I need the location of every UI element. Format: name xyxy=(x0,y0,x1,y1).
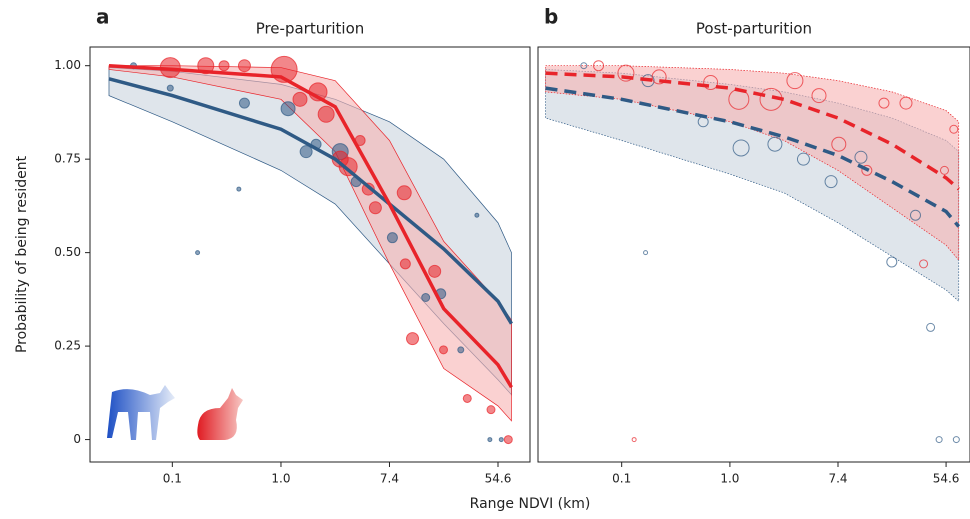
data-point xyxy=(218,60,230,72)
data-point xyxy=(593,60,605,72)
data-point xyxy=(280,101,296,117)
data-point xyxy=(878,97,890,109)
fit-line xyxy=(545,86,961,228)
data-point xyxy=(643,250,649,256)
data-point xyxy=(732,139,750,157)
data-point xyxy=(949,124,959,134)
data-point xyxy=(899,96,913,110)
data-point xyxy=(166,84,174,92)
data-point xyxy=(299,145,313,159)
data-point xyxy=(939,165,949,175)
data-point xyxy=(926,322,936,332)
x-tick-label: 7.4 xyxy=(380,472,399,486)
panel-title: Post-parturition xyxy=(696,20,812,38)
data-point xyxy=(861,164,873,176)
data-point xyxy=(439,345,449,355)
y-axis-label: Probability of being resident xyxy=(14,155,30,353)
x-tick-label: 54.6 xyxy=(933,472,960,486)
deer-icons xyxy=(107,385,243,440)
data-point xyxy=(580,62,588,70)
x-axis-label: Range NDVI (km) xyxy=(470,496,591,512)
data-point xyxy=(421,292,431,302)
panel-label: a xyxy=(96,5,110,29)
plot-area xyxy=(545,60,961,444)
panel-title: Pre-parturition xyxy=(256,20,365,38)
data-point xyxy=(236,186,242,192)
data-point xyxy=(317,105,335,123)
data-point xyxy=(338,157,358,177)
y-tick-label: 0 xyxy=(73,432,81,446)
data-point xyxy=(399,258,411,270)
data-point xyxy=(486,405,496,415)
data-point xyxy=(292,91,308,107)
y-tick-label: 1.00 xyxy=(54,58,81,72)
data-point xyxy=(935,436,943,444)
data-point xyxy=(503,435,513,445)
data-point xyxy=(824,175,838,189)
data-point xyxy=(462,393,472,403)
panel: 0.1 1.0 7.4 54.6 0 0.25 0.50 0.75 1.00 Pre-partur… xyxy=(14,5,590,513)
data-point xyxy=(457,346,465,354)
data-point xyxy=(703,75,719,91)
data-point xyxy=(406,332,420,346)
y-tick-label: 0.25 xyxy=(54,339,81,353)
data-point xyxy=(487,437,493,443)
fit-line xyxy=(545,71,960,191)
x-tick-label: 7.4 xyxy=(828,472,847,486)
data-point xyxy=(651,69,667,85)
plot-frame xyxy=(537,46,970,463)
data-point xyxy=(919,259,929,269)
data-point xyxy=(195,250,201,256)
data-point xyxy=(197,57,215,75)
data-point xyxy=(428,264,442,278)
data-point xyxy=(909,209,921,221)
data-point xyxy=(631,437,637,443)
x-tick-label: 54.6 xyxy=(485,472,512,486)
data-point xyxy=(386,232,398,244)
y-tick-label: 0.50 xyxy=(54,245,81,259)
data-point xyxy=(237,59,251,73)
data-point xyxy=(396,185,412,201)
data-point xyxy=(368,201,382,215)
confidence-band xyxy=(108,65,512,422)
fit-line xyxy=(108,77,513,325)
data-point xyxy=(474,212,480,218)
x-tick-label: 1.0 xyxy=(271,472,290,486)
doe-icon xyxy=(107,385,175,440)
x-tick-label: 0.1 xyxy=(612,472,631,486)
plot-area xyxy=(108,55,513,445)
x-tick-label: 1.0 xyxy=(720,472,739,486)
data-point xyxy=(854,150,868,164)
fawn-icon xyxy=(197,388,243,440)
data-point xyxy=(811,88,827,104)
data-point xyxy=(886,256,898,268)
data-point xyxy=(617,64,635,82)
data-point xyxy=(796,152,810,166)
panel: 0.1 1.0 7.4 54.6 Post-parturition b xyxy=(537,5,970,486)
fit-line xyxy=(108,63,513,389)
data-point xyxy=(952,436,960,444)
data-point xyxy=(767,136,783,152)
data-point xyxy=(786,72,804,90)
data-point xyxy=(238,97,250,109)
data-point xyxy=(498,437,504,443)
data-point xyxy=(831,136,847,152)
panel-label: b xyxy=(544,5,558,29)
y-tick-label: 0.75 xyxy=(54,152,81,166)
plot-frame xyxy=(89,46,531,463)
x-tick-label: 0.1 xyxy=(163,472,182,486)
confidence-band xyxy=(545,65,960,262)
